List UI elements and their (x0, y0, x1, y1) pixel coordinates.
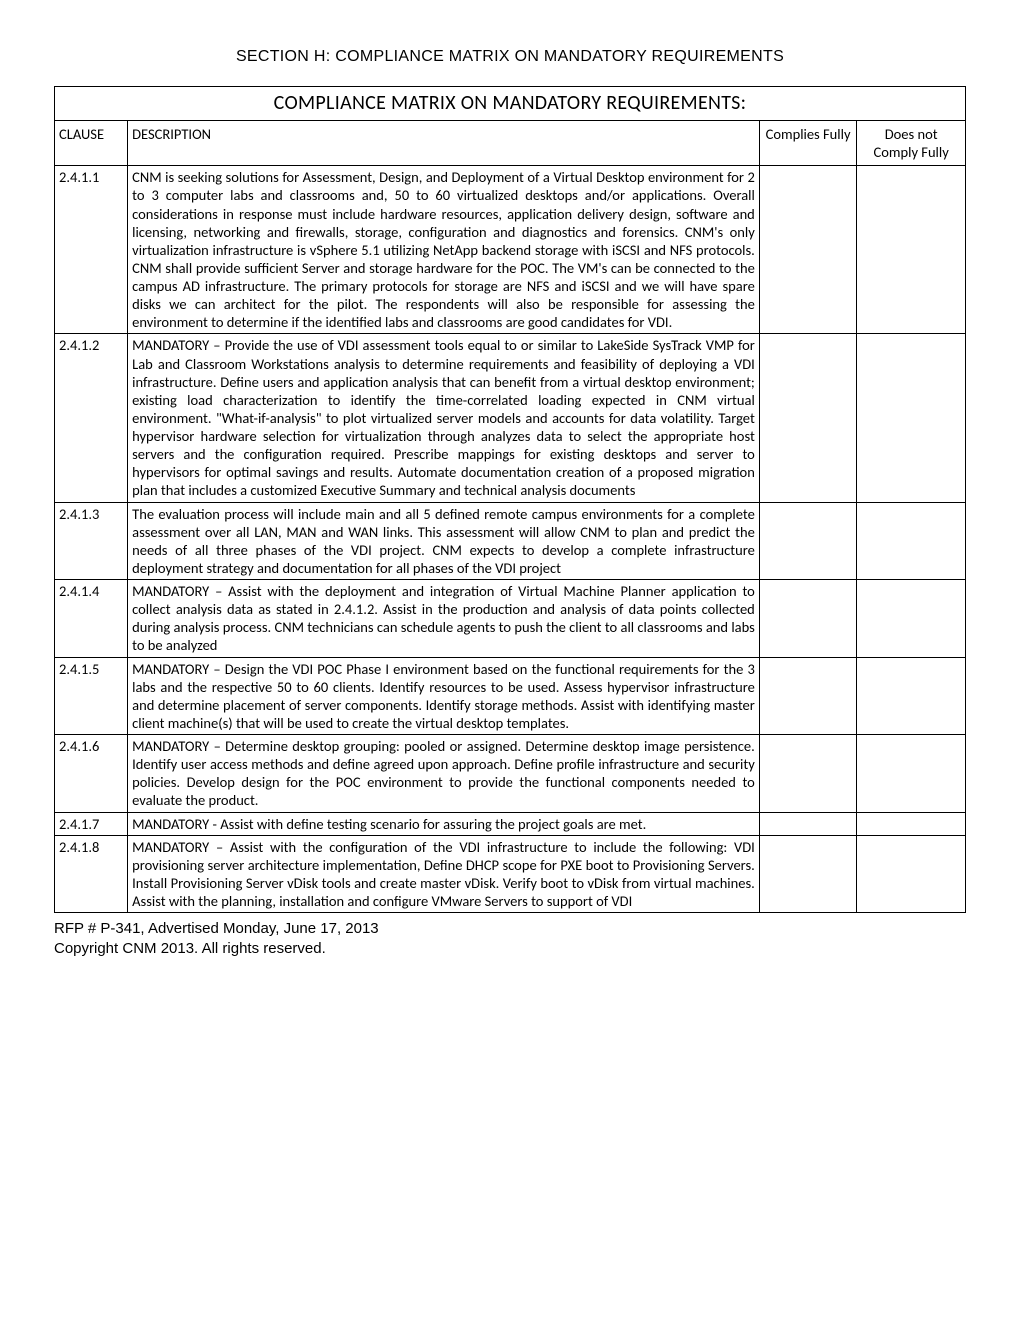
description-cell: MANDATORY – Design the VDI POC Phase I e… (128, 657, 760, 735)
not-complies-cell[interactable] (857, 812, 966, 835)
footer-line-2: Copyright CNM 2013. All rights reserved. (54, 939, 966, 959)
column-header-complies: Complies Fully (759, 121, 857, 166)
table-row: 2.4.1.8MANDATORY – Assist with the confi… (55, 835, 966, 913)
table-row: 2.4.1.4MANDATORY – Assist with the deplo… (55, 580, 966, 658)
footer-line-1: RFP # P-341, Advertised Monday, June 17,… (54, 919, 966, 939)
table-title-row: COMPLIANCE MATRIX ON MANDATORY REQUIREME… (55, 87, 966, 121)
not-complies-cell[interactable] (857, 735, 966, 813)
clause-cell: 2.4.1.2 (55, 334, 128, 502)
table-row: 2.4.1.2MANDATORY – Provide the use of VD… (55, 334, 966, 502)
complies-cell[interactable] (759, 166, 857, 334)
complies-cell[interactable] (759, 835, 857, 913)
not-complies-cell[interactable] (857, 502, 966, 580)
clause-cell: 2.4.1.4 (55, 580, 128, 658)
clause-cell: 2.4.1.1 (55, 166, 128, 334)
table-row: 2.4.1.7MANDATORY - Assist with define te… (55, 812, 966, 835)
complies-cell[interactable] (759, 812, 857, 835)
complies-cell[interactable] (759, 502, 857, 580)
table-row: 2.4.1.5MANDATORY – Design the VDI POC Ph… (55, 657, 966, 735)
section-header: SECTION H: COMPLIANCE MATRIX ON MANDATOR… (54, 48, 966, 66)
description-cell: MANDATORY – Assist with the deployment a… (128, 580, 760, 658)
compliance-table: COMPLIANCE MATRIX ON MANDATORY REQUIREME… (54, 86, 966, 913)
not-complies-cell[interactable] (857, 166, 966, 334)
description-cell: CNM is seeking solutions for Assessment,… (128, 166, 760, 334)
table-title: COMPLIANCE MATRIX ON MANDATORY REQUIREME… (55, 87, 966, 121)
table-header-row: CLAUSE DESCRIPTION Complies Fully Does n… (55, 121, 966, 166)
complies-cell[interactable] (759, 334, 857, 502)
column-header-description: DESCRIPTION (128, 121, 760, 166)
description-cell: MANDATORY – Determine desktop grouping: … (128, 735, 760, 813)
page-footer: RFP # P-341, Advertised Monday, June 17,… (54, 919, 966, 960)
not-complies-cell[interactable] (857, 334, 966, 502)
clause-cell: 2.4.1.3 (55, 502, 128, 580)
column-header-not-complies: Does not Comply Fully (857, 121, 966, 166)
clause-cell: 2.4.1.6 (55, 735, 128, 813)
description-cell: MANDATORY – Assist with the configuratio… (128, 835, 760, 913)
table-row: 2.4.1.3The evaluation process will inclu… (55, 502, 966, 580)
not-complies-cell[interactable] (857, 657, 966, 735)
table-row: 2.4.1.1CNM is seeking solutions for Asse… (55, 166, 966, 334)
complies-cell[interactable] (759, 580, 857, 658)
table-row: 2.4.1.6MANDATORY – Determine desktop gro… (55, 735, 966, 813)
clause-cell: 2.4.1.5 (55, 657, 128, 735)
clause-cell: 2.4.1.7 (55, 812, 128, 835)
not-complies-cell[interactable] (857, 580, 966, 658)
description-cell: MANDATORY – Provide the use of VDI asses… (128, 334, 760, 502)
column-header-clause: CLAUSE (55, 121, 128, 166)
complies-cell[interactable] (759, 657, 857, 735)
clause-cell: 2.4.1.8 (55, 835, 128, 913)
description-cell: MANDATORY - Assist with define testing s… (128, 812, 760, 835)
not-complies-cell[interactable] (857, 835, 966, 913)
complies-cell[interactable] (759, 735, 857, 813)
description-cell: The evaluation process will include main… (128, 502, 760, 580)
